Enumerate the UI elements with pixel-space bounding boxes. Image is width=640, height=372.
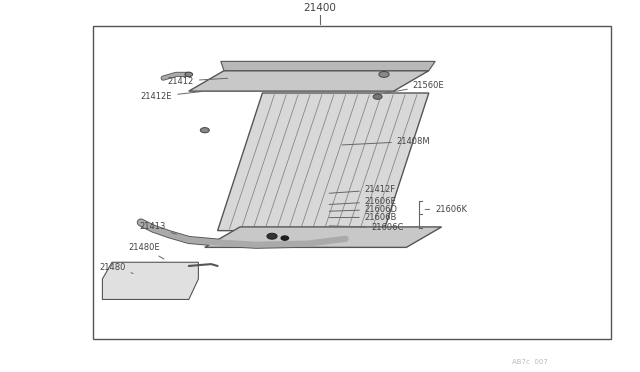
Bar xyxy=(93,26,611,339)
Circle shape xyxy=(373,94,382,99)
Polygon shape xyxy=(102,262,198,299)
Text: 21408M: 21408M xyxy=(342,137,431,146)
Text: 21606C: 21606C xyxy=(329,223,404,232)
Text: 21412F: 21412F xyxy=(329,185,396,194)
Text: 21606B: 21606B xyxy=(329,213,397,222)
Circle shape xyxy=(379,71,389,77)
Text: 21606E: 21606E xyxy=(329,197,397,206)
Circle shape xyxy=(267,233,277,239)
Circle shape xyxy=(281,236,289,240)
Polygon shape xyxy=(189,71,429,91)
Text: 21606K: 21606K xyxy=(425,205,467,214)
Text: 21412E: 21412E xyxy=(141,92,202,101)
Polygon shape xyxy=(205,227,442,247)
Text: 21560E: 21560E xyxy=(384,81,444,93)
Text: AB7c  007: AB7c 007 xyxy=(512,359,548,365)
Text: 21413: 21413 xyxy=(140,222,177,234)
Circle shape xyxy=(200,128,209,133)
Polygon shape xyxy=(221,61,435,71)
Text: 21412: 21412 xyxy=(168,77,228,86)
Polygon shape xyxy=(218,93,429,231)
Text: 21480: 21480 xyxy=(99,263,133,273)
Text: 21606D: 21606D xyxy=(329,205,398,214)
Text: 21400: 21400 xyxy=(303,3,337,13)
Circle shape xyxy=(185,72,193,77)
Text: 21480E: 21480E xyxy=(128,243,164,259)
